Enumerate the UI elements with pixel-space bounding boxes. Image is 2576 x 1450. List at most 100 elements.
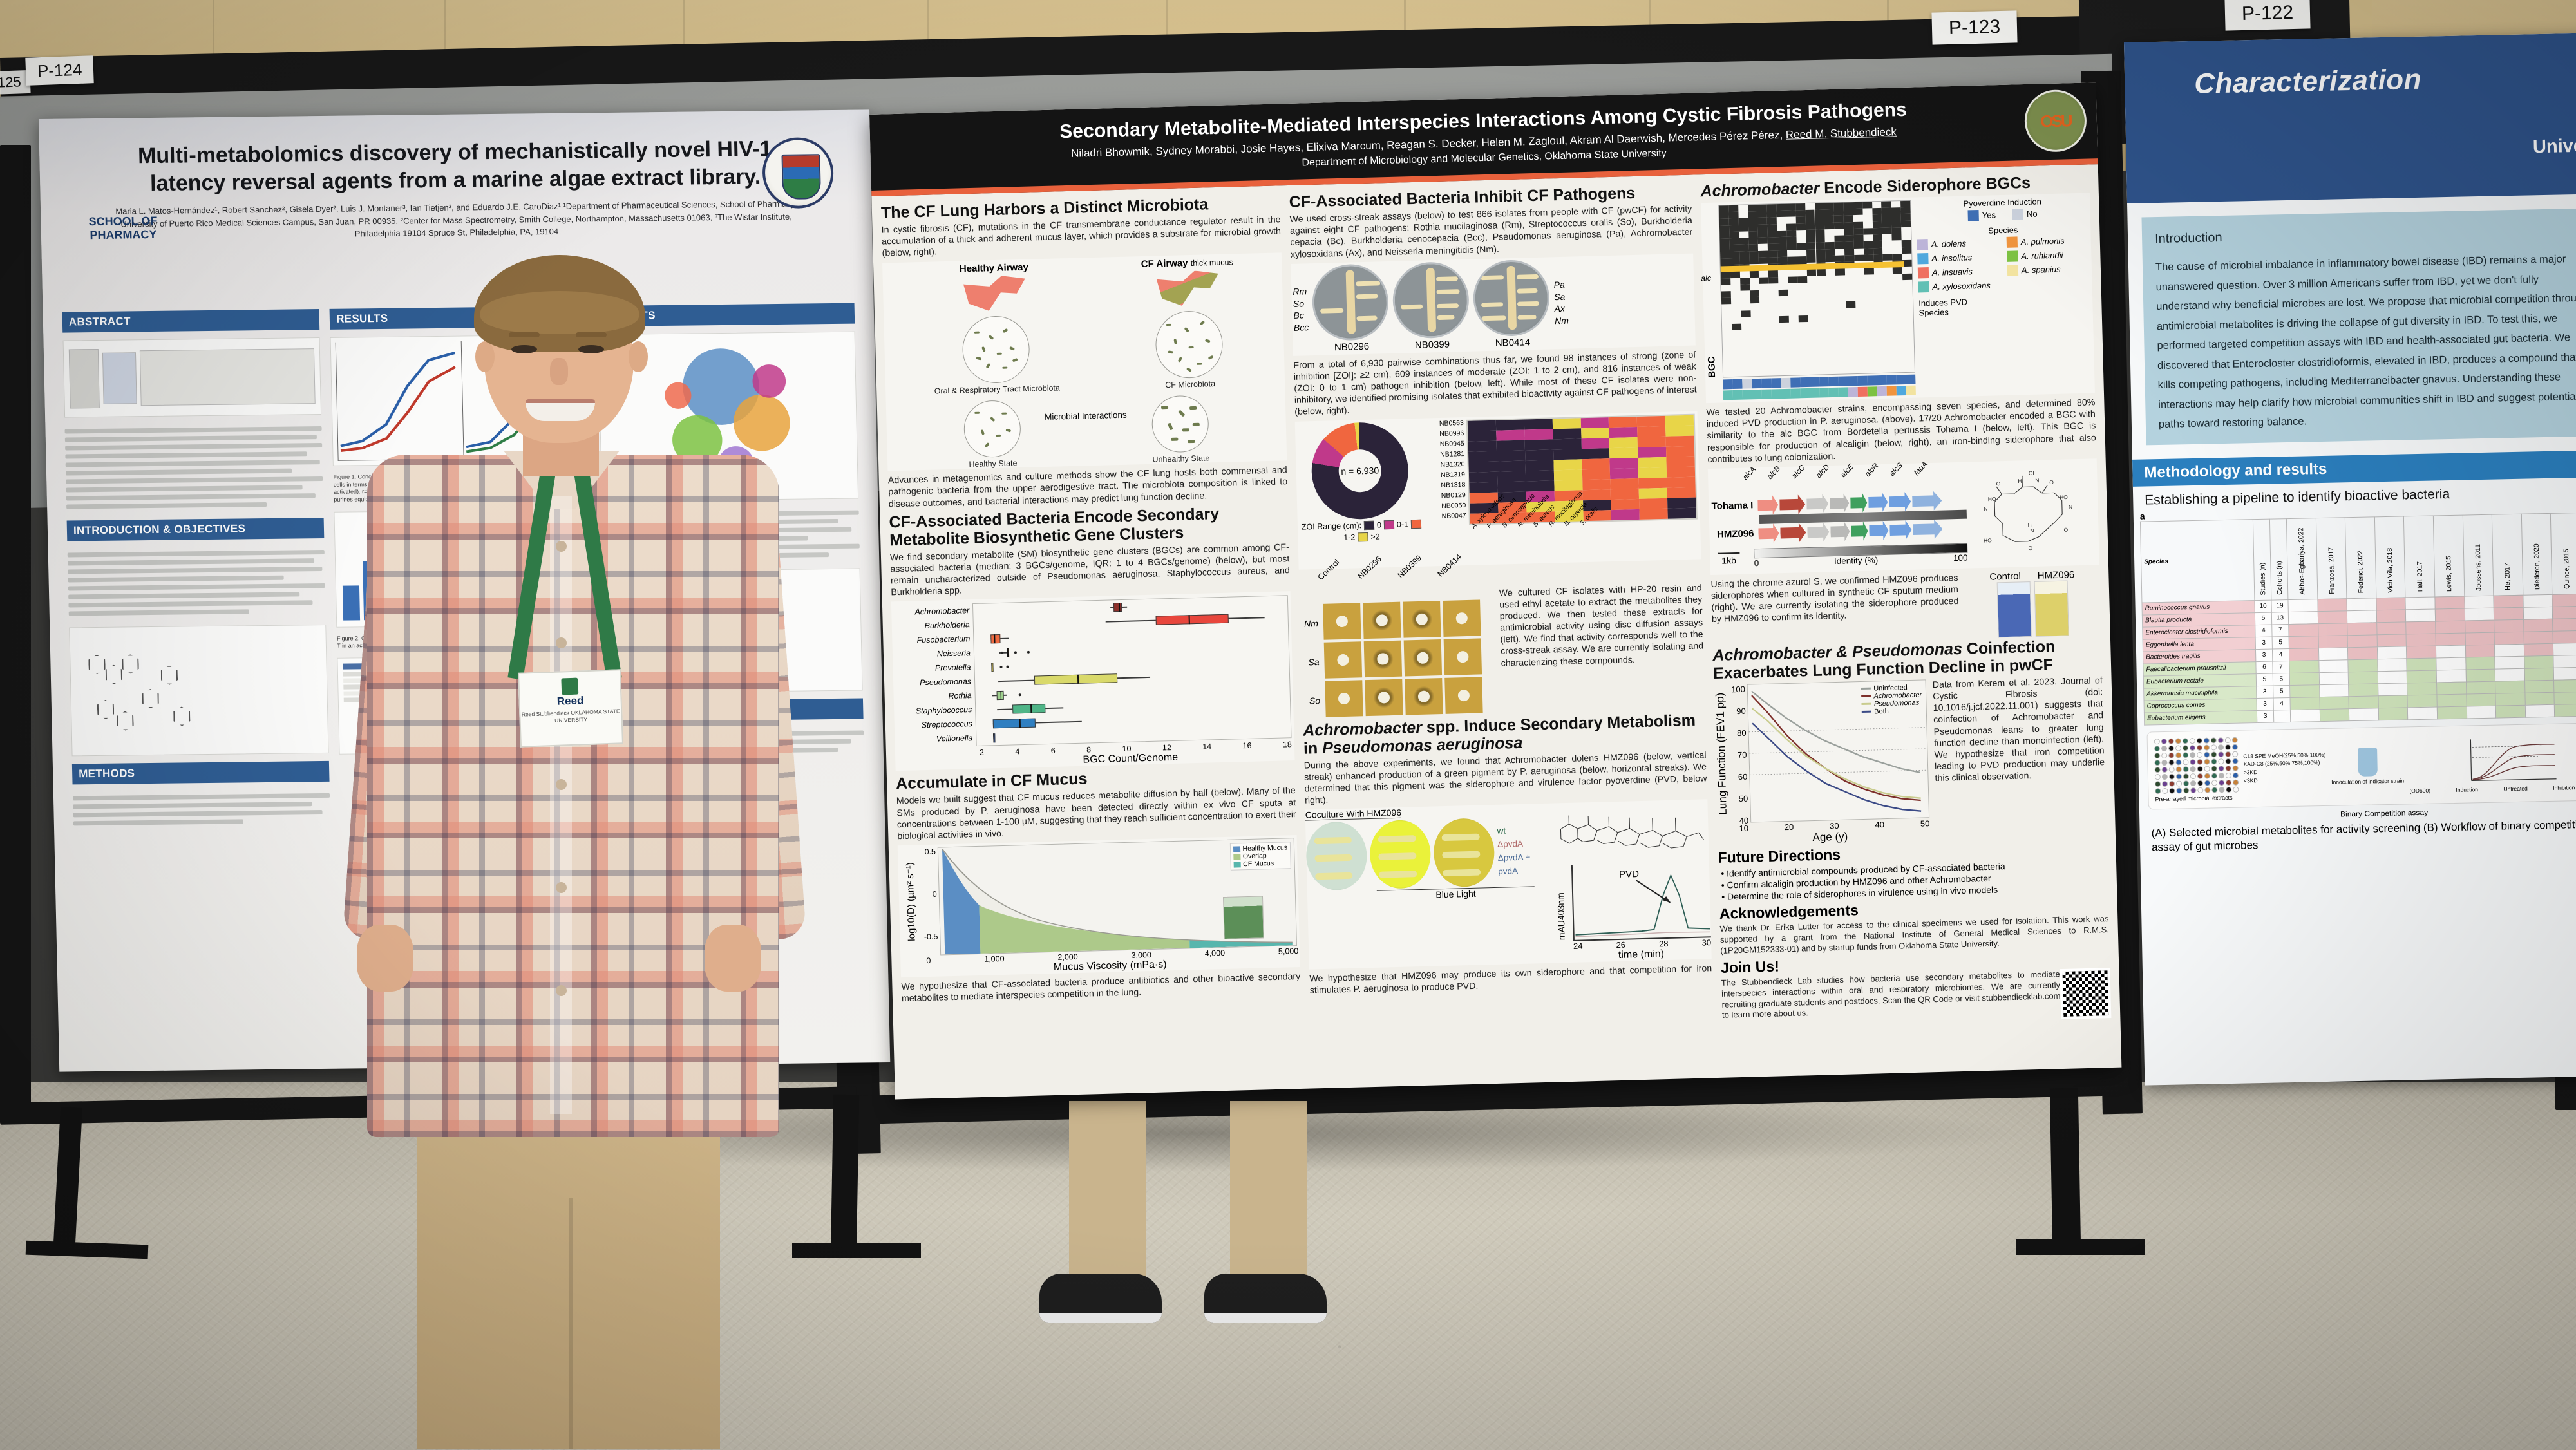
bgc-matrix-cell [1740,284,1750,291]
p122-cell-study [2523,606,2553,619]
poster-p123-column-1: The CF Lung Harbors a Distinct Microbiot… [881,192,1302,1050]
bgc-matrix-cell [1863,247,1873,255]
p122-cell-study [2318,647,2348,661]
lf-tick-80: 80 [1736,728,1747,738]
gene-arrow-alcE-tohama [1850,493,1868,513]
species-annotation-cell [1848,386,1859,397]
heatmap-cell [1638,446,1667,458]
plate-well [2162,787,2168,794]
poster-tag-p123: P-123 [1931,10,2018,45]
p122-fraction-4: <3KD [2243,777,2258,784]
p122-th-species: Species [2140,519,2255,603]
dish-caption-nb0296: NB0296 [1334,341,1370,353]
bgc-matrix-cell [1871,208,1882,215]
p122-cell-study [2377,646,2407,659]
p122-cell-study [2289,672,2320,686]
p122-cell-study [2378,683,2408,696]
heatmap-cell [1639,498,1668,509]
plate-well [2204,787,2211,793]
bgc-matrix-cell [1872,221,1882,229]
bgc-matrix-cell [1862,228,1873,235]
label-blue-light: Blue Light [1376,886,1535,902]
dish-left-labels: Rm So Bc Bcc [1293,286,1309,334]
bgc-matrix-cell [1873,241,1883,248]
heatmap-cell [1524,418,1553,430]
poster-p123-column-2: CF-Associated Bacteria Inhibit CF Pathog… [1289,182,1713,1039]
p122-curve-inhibition: Inhibition [2553,784,2575,791]
heatmap-cell [1667,507,1696,519]
dd-cell-so-nb0399 [1405,677,1443,715]
qr-code-icon[interactable] [2060,968,2112,1020]
diff-tick-05: 0.5 [924,847,936,857]
identity-min-label: 0 [1754,558,1759,569]
bgc-matrix-legend: Pyoverdine Induction Yes No Species A. d… [1916,195,2094,395]
p122-cell-study [2436,681,2467,695]
badge-first-name: Reed [556,694,584,708]
pvd-annotation-cell [1790,377,1801,388]
diff-x-3000: 3,000 [1131,950,1152,960]
plate-well [2218,751,2224,757]
legend-species-insolitus: A. insolitus [1917,251,2000,265]
plate-well [2218,758,2224,764]
poster-p122-university: Univers [2532,135,2576,158]
bp-tick-8: 8 [1086,745,1092,755]
hair [474,255,645,352]
zoi-swatch-0 [1363,520,1375,530]
bgc-matrix-cell [1768,276,1779,284]
bgc-matrix-cell [1757,204,1767,212]
bgc-matrix-cell [1766,204,1777,211]
pvd-annotation-cell [1848,375,1858,386]
species-annotation-cell [1906,385,1917,396]
bgc-matrix-cell [1825,249,1835,256]
swatch-a-ruhlandii [2007,250,2018,262]
bgc-matrix-cell [1873,254,1883,261]
healthy-airway-panel: Healthy Airway Oral & Respiratory Tract … [931,261,1061,395]
p122-cell-study [2347,634,2378,648]
cf-microbiota-circle [1155,310,1224,379]
p122-cell-study [2464,607,2494,621]
poster-p122[interactable]: Characterization Univers Introduction Th… [2124,32,2576,1086]
label-coculture-title: Coculture With HMZ096 [1305,807,1402,821]
heatmap-cell [1497,460,1526,472]
p122-cell-study [2348,683,2378,697]
plate-well [2155,780,2161,787]
bgc-matrix-cell [1843,209,1853,216]
heatmap-cell [1582,478,1611,490]
p122-cell-species: Eubacterium eligens [2144,710,2257,725]
bgc-matrix-y-label: BGC [1706,356,1718,379]
bgc-matrix-cell [1825,255,1835,263]
bgc-matrix-cell [1795,203,1806,211]
disc-diffusion-figure: Control NB0296 NB0399 NB0414 Nm Sa So [1299,552,1496,720]
bgc-matrix-cell [1750,290,1760,297]
p122-cell-study [2523,618,2553,632]
p122-cell-count: 4 [2255,624,2273,637]
heatmap-cell [1581,437,1610,449]
plate-well [2219,779,2225,786]
plate-well [2154,752,2161,758]
bgc-matrix-row: BGC alc Pyoverdine Induction [1701,193,2095,403]
poster-p123-main[interactable]: OSU Secondary Metabolite-Mediated Inters… [869,82,2122,1100]
bgc-matrix-cell [1738,225,1748,232]
plaid-shirt [367,455,779,1137]
lung-function-legend: Uninfected Achromobacter Pseudomonas Bot… [1861,683,1922,715]
p122-cell-study [2348,671,2378,684]
plate-well [2197,787,2204,793]
plate-well [2175,738,2181,744]
diff-x-1000: 1,000 [984,954,1005,964]
p122-cell-study [2465,668,2496,682]
bp-tick-10: 10 [1122,744,1132,754]
label-cf-airway: CF Airway thick mucus [1141,256,1233,270]
p122-cell-study [2496,704,2526,718]
p122-cell-study [2524,692,2555,705]
bgc-matrix-cell [1853,241,1864,249]
plate-well [2225,758,2231,764]
cc-label-dpvda-comp: ΔpvdA + pvdA [1497,852,1531,877]
species-annotation-cell [1781,388,1791,399]
heatmap-cell [1497,471,1526,482]
bgc-matrix-cell [1805,216,1815,223]
heatmap-cell [1638,467,1667,478]
p122-cell-study [2406,645,2436,659]
pvd-annotation-cell [1780,377,1791,388]
gene-arrow-alcS-hmz [1889,520,1912,540]
heatmap-cell [1469,482,1498,493]
